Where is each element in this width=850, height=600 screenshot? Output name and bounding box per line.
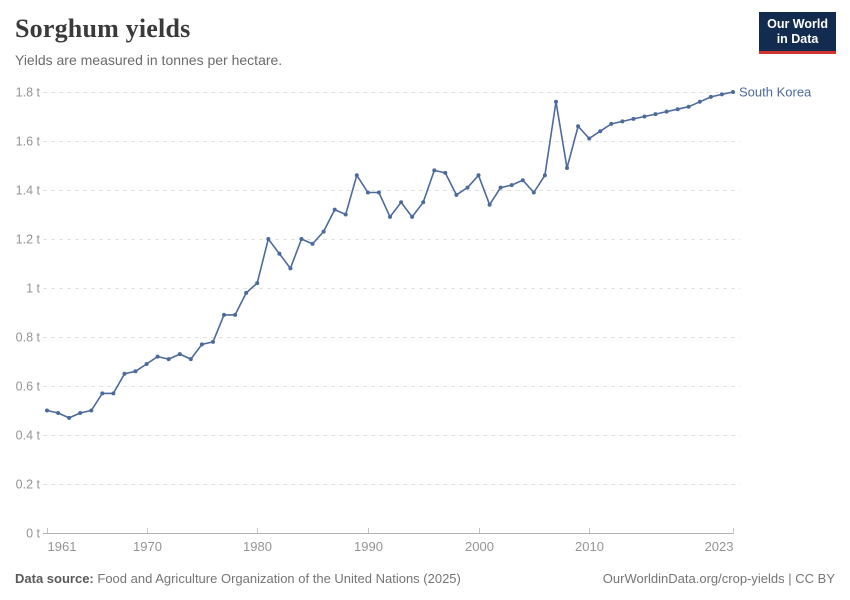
x-axis-label: 1961 [48, 539, 77, 554]
data-point[interactable] [177, 352, 182, 357]
data-point[interactable] [78, 411, 83, 415]
data-point[interactable] [421, 200, 426, 205]
x-axis-label: 2000 [465, 539, 494, 554]
data-point[interactable] [376, 190, 381, 195]
data-point[interactable] [642, 114, 647, 119]
logo-text-line2: in Data [776, 32, 819, 46]
y-axis-label: 0 t [26, 527, 40, 541]
data-point[interactable] [620, 119, 625, 124]
data-point[interactable] [410, 214, 415, 219]
data-point[interactable] [277, 251, 282, 256]
y-axis-label: 0.8 t [16, 331, 41, 345]
chart-subtitle: Yields are measured in tonnes per hectar… [15, 52, 283, 68]
y-axis-label: 1.8 t [16, 86, 41, 100]
data-point[interactable] [498, 185, 503, 190]
data-point[interactable] [598, 129, 603, 134]
data-point[interactable] [631, 116, 636, 121]
x-axis-label: 1970 [133, 539, 162, 554]
data-point[interactable] [697, 99, 702, 104]
data-point[interactable] [67, 415, 72, 420]
logo-text-line1: Our World [767, 17, 828, 31]
data-point[interactable] [144, 362, 149, 366]
data-point[interactable] [719, 92, 724, 97]
data-point[interactable] [465, 185, 470, 190]
data-source-text: Food and Agriculture Organization of the… [97, 571, 461, 586]
data-point[interactable] [531, 190, 536, 195]
data-point[interactable] [222, 312, 226, 317]
y-axis-label: 0.4 t [16, 429, 41, 443]
series-label: South Korea [739, 85, 812, 100]
data-point[interactable] [332, 207, 337, 212]
data-point[interactable] [56, 411, 61, 415]
y-axis-label: 1.2 t [16, 233, 41, 247]
data-point[interactable] [388, 214, 392, 219]
data-point[interactable] [487, 202, 492, 207]
data-point[interactable] [166, 357, 171, 362]
data-point[interactable] [199, 342, 204, 347]
data-point[interactable] [354, 173, 359, 178]
data-point[interactable] [520, 178, 525, 183]
chart-title: Sorghum yields [15, 14, 191, 43]
x-axis-label: 2023 [705, 539, 734, 554]
data-point[interactable] [155, 354, 160, 359]
data-point[interactable] [476, 173, 481, 178]
data-point[interactable] [244, 290, 249, 295]
data-point[interactable] [111, 391, 116, 396]
data-point[interactable] [233, 312, 238, 317]
data-point[interactable] [432, 168, 437, 173]
data-point[interactable] [310, 241, 315, 246]
data-point[interactable] [554, 99, 558, 104]
series-line [46, 91, 734, 419]
data-point[interactable] [587, 136, 592, 141]
data-point[interactable] [365, 190, 370, 195]
data-point[interactable] [399, 200, 404, 205]
footer-links: OurWorldinData.org/crop-yields | CC BY [603, 571, 835, 586]
data-point[interactable] [100, 391, 105, 396]
owid-url-link[interactable]: OurWorldinData.org/crop-yields [602, 571, 785, 586]
data-point[interactable] [122, 371, 127, 376]
y-axis-label: 0.6 t [16, 380, 41, 394]
footer: Data source: Food and Agriculture Organi… [15, 571, 835, 586]
data-point[interactable] [288, 266, 293, 271]
footer-separator: | [788, 571, 792, 586]
data-point[interactable] [509, 183, 514, 188]
data-point[interactable] [686, 104, 691, 109]
data-point[interactable] [343, 212, 348, 217]
data-point[interactable] [321, 229, 326, 234]
data-point[interactable] [211, 339, 215, 344]
data-point[interactable] [299, 237, 304, 241]
data-point[interactable] [731, 90, 735, 94]
data-point[interactable] [188, 357, 193, 362]
x-axis-label: 1980 [243, 539, 272, 554]
x-axis-label: 1990 [354, 539, 383, 554]
chart-header: Sorghum yields Yields are measured in to… [15, 14, 730, 69]
owid-logo[interactable]: Our World in Data [759, 12, 836, 54]
y-axis-label: 0.2 t [16, 478, 41, 492]
data-point[interactable] [454, 192, 459, 197]
y-axis-label: 1 t [26, 282, 40, 296]
data-point[interactable] [89, 408, 94, 413]
y-axis-label: 1.4 t [16, 184, 41, 198]
data-source-note: Data source: Food and Agriculture Organi… [15, 571, 461, 586]
x-axis-label: 2010 [575, 539, 604, 554]
data-point[interactable] [609, 121, 614, 126]
data-point[interactable] [565, 166, 569, 170]
data-point[interactable] [255, 281, 260, 286]
data-point[interactable] [542, 173, 547, 178]
data-point[interactable] [45, 408, 49, 413]
data-point[interactable] [675, 107, 680, 112]
data-point[interactable] [576, 124, 581, 129]
data-point[interactable] [664, 109, 669, 114]
license-link[interactable]: CC BY [795, 571, 835, 586]
data-point[interactable] [443, 170, 448, 175]
data-point[interactable] [653, 112, 658, 117]
data-point[interactable] [708, 94, 713, 99]
data-point[interactable] [266, 237, 271, 241]
data-point[interactable] [133, 369, 138, 374]
y-axis-label: 1.6 t [16, 135, 41, 149]
data-source-label: Data source: [15, 571, 94, 586]
